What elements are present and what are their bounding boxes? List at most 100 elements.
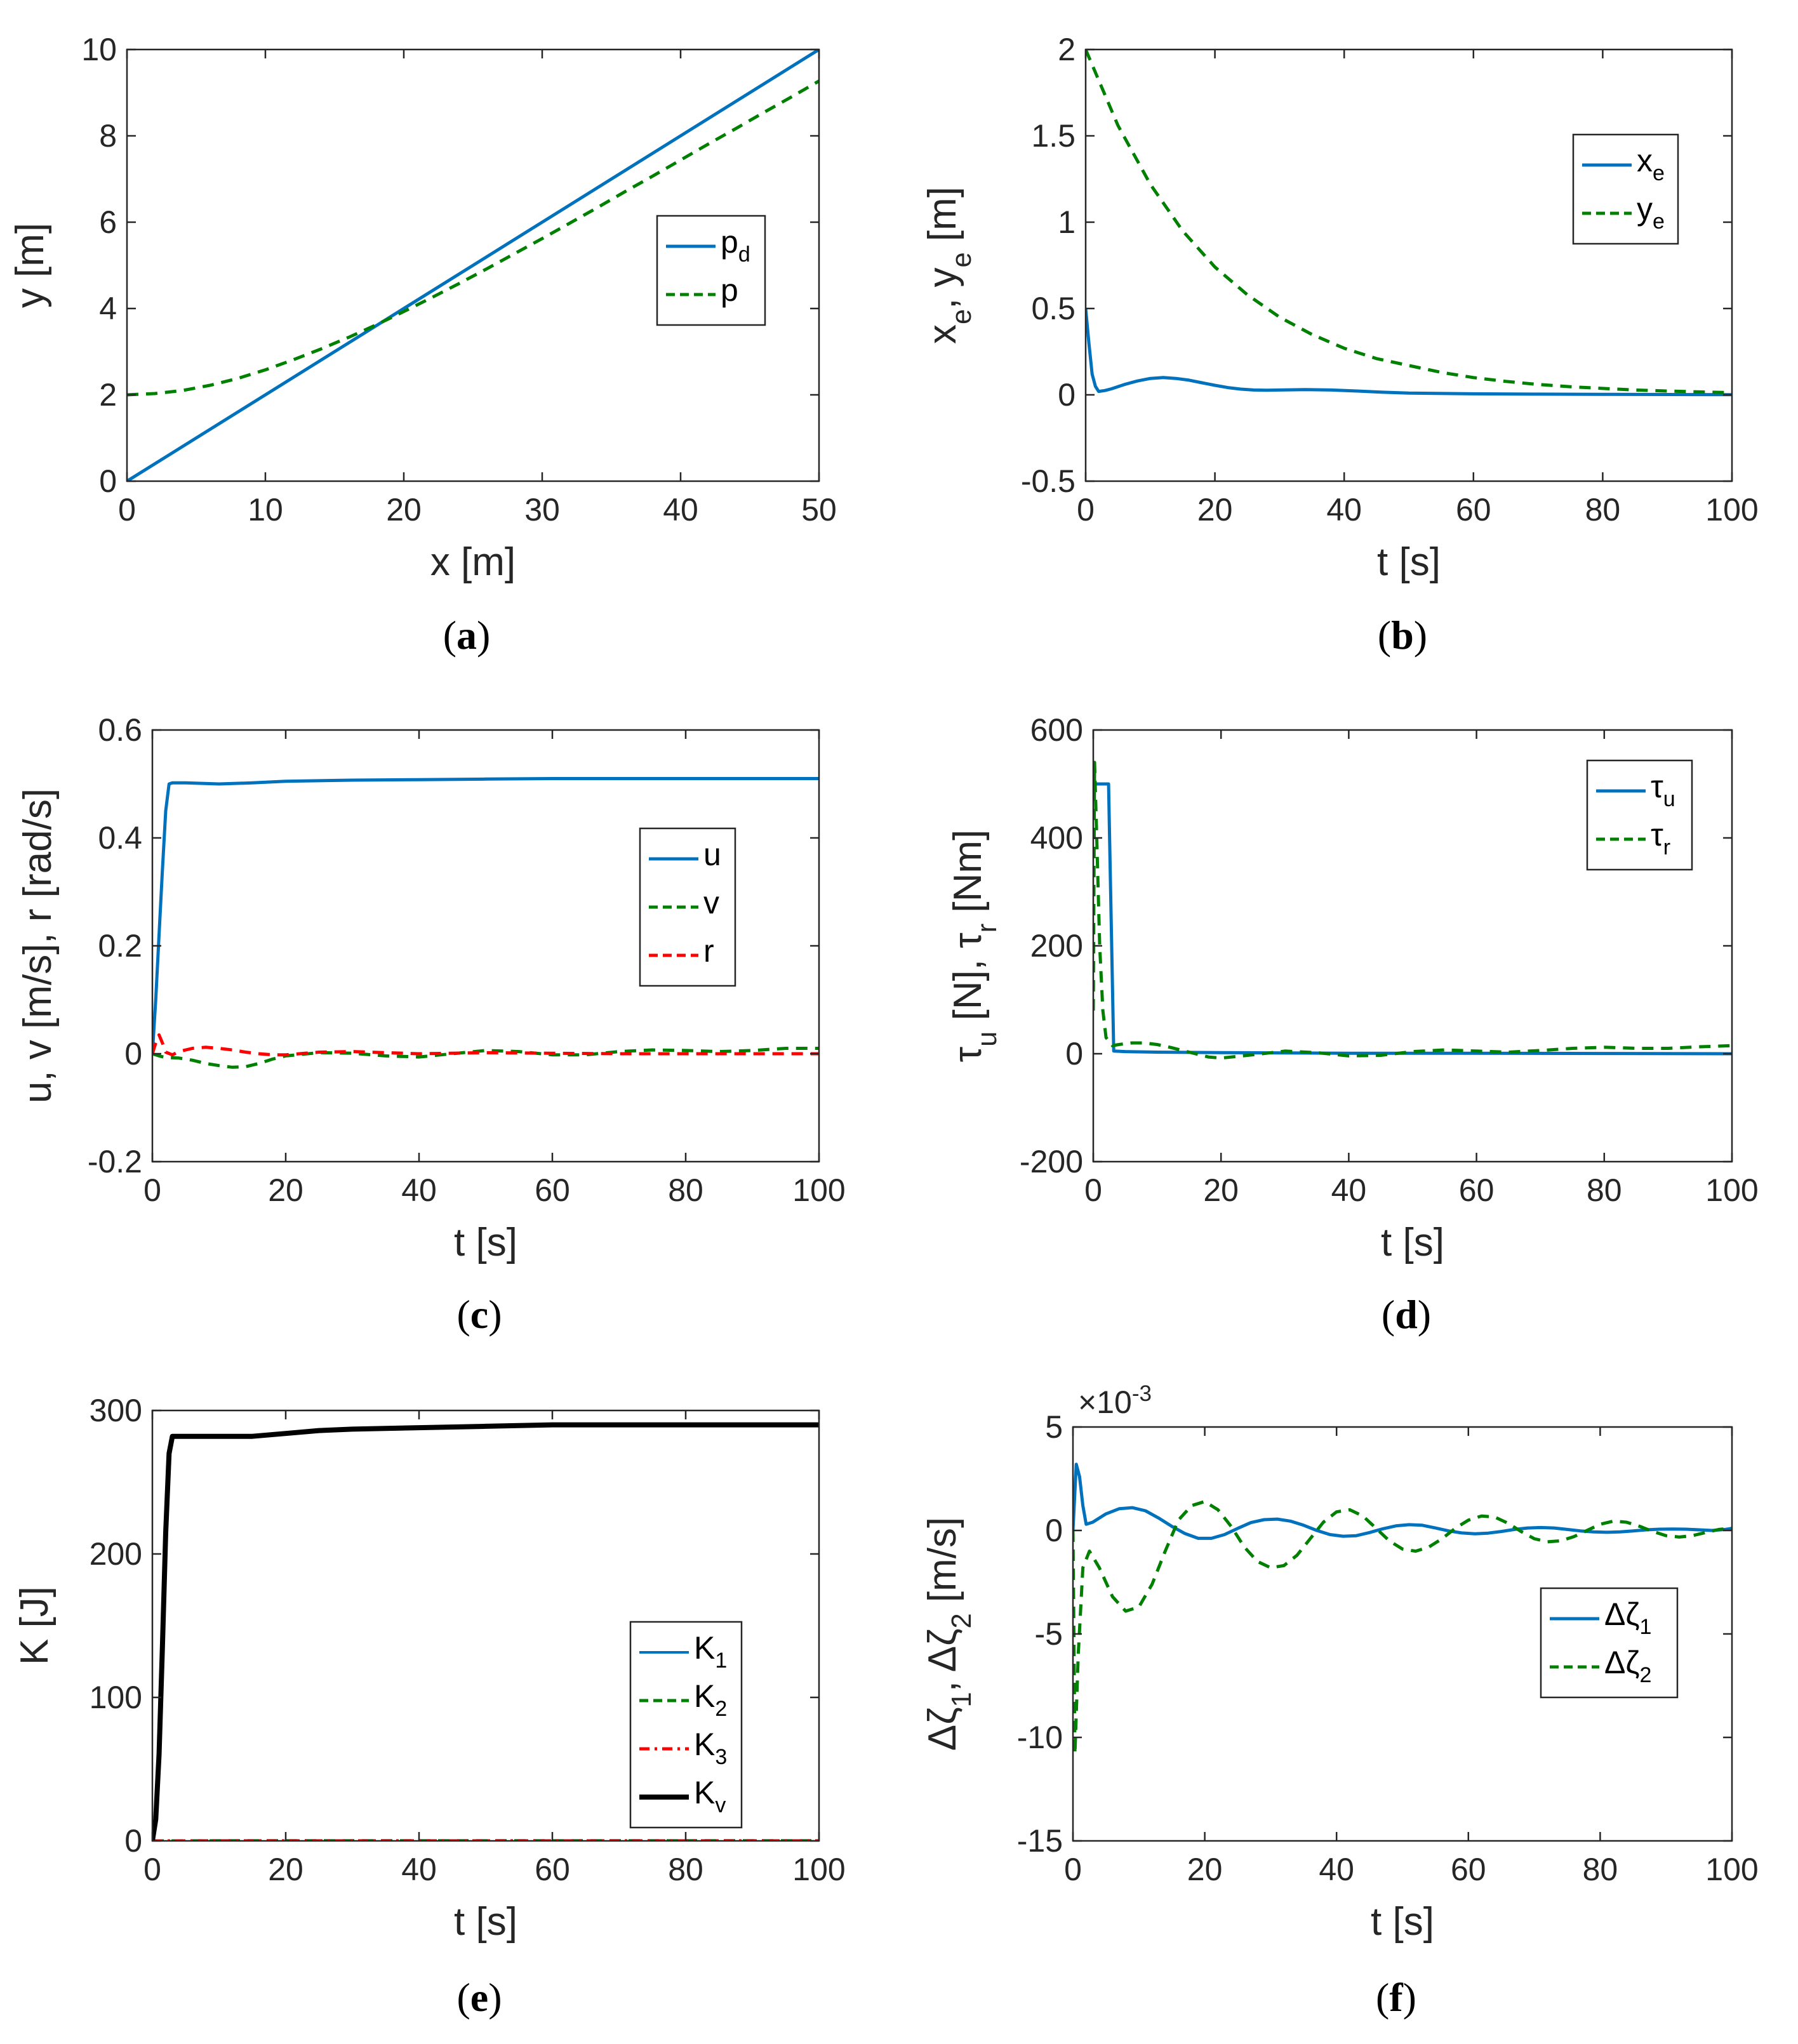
y-tick-label: 0 bbox=[1065, 1036, 1083, 1072]
x-tick-label: 40 bbox=[1319, 1852, 1354, 1887]
y-tick-label: 0.5 bbox=[1031, 291, 1075, 326]
y-tick-label: 600 bbox=[1030, 712, 1083, 748]
x-tick-label: 100 bbox=[1705, 1852, 1758, 1887]
x-tick-label: 30 bbox=[524, 492, 560, 528]
y-tick-label: 1.5 bbox=[1031, 118, 1075, 154]
legend: K1 K2 K3 Kv bbox=[629, 1621, 743, 1829]
x-axis-label: t [s] bbox=[1371, 1900, 1434, 1944]
y-tick-label: -15 bbox=[1017, 1823, 1063, 1859]
y-tick-label: 10 bbox=[81, 32, 117, 67]
legend-entry: v bbox=[703, 885, 719, 920]
series-line-f-2 bbox=[1073, 1499, 1732, 1756]
legend-entry: K3 bbox=[694, 1727, 727, 1769]
y-axis-label: τu [N], τr [Nm] bbox=[946, 830, 1002, 1063]
legend: xe ye bbox=[1572, 133, 1679, 245]
chart-a: 0 10 20 30 40 50 0 2 4 6 8 10 x [m] y [m] pd p (a) bbox=[8, 32, 837, 658]
x-tick-label: 60 bbox=[1451, 1852, 1486, 1887]
y-tick-label: 0 bbox=[99, 463, 117, 499]
legend: uvr bbox=[639, 827, 736, 987]
x-tick-label: 20 bbox=[1187, 1852, 1223, 1887]
y-tick-label: 0 bbox=[1058, 377, 1075, 413]
legend-entry: Δζ2 bbox=[1604, 1645, 1651, 1687]
x-tick-label: 0 bbox=[1077, 492, 1095, 528]
x-tick-label: 60 bbox=[1459, 1172, 1495, 1208]
legend-box bbox=[1540, 1587, 1679, 1699]
x-tick-label: 0 bbox=[143, 1852, 161, 1887]
legend-box bbox=[1572, 133, 1679, 245]
legend-entry: pd bbox=[721, 224, 750, 267]
panel-caption: (f) bbox=[1376, 1975, 1416, 2020]
y-tick-label: 200 bbox=[1030, 928, 1083, 964]
series-line-b-2 bbox=[1086, 50, 1732, 394]
axes-frame bbox=[1084, 48, 1733, 482]
y-tick-label: 0.6 bbox=[98, 712, 142, 748]
series-line-b-1 bbox=[1086, 308, 1732, 397]
y-tick-label: 0.2 bbox=[98, 928, 142, 964]
legend-entry: xe bbox=[1637, 143, 1665, 185]
x-tick-label: 40 bbox=[401, 1172, 437, 1208]
panel-caption: (d) bbox=[1382, 1292, 1431, 1337]
chart-c: 0 20 40 60 80 100-0.200.20.40.6t [s]u, v [m/s… bbox=[16, 712, 846, 1337]
legend-entry: τr bbox=[1651, 817, 1670, 859]
x-axis-label: t [s] bbox=[1377, 540, 1441, 584]
y-tick-label: 200 bbox=[90, 1536, 142, 1572]
y-axis-label: u, v [m/s], r [rad/s] bbox=[16, 788, 60, 1103]
x-tick-label: 20 bbox=[268, 1852, 303, 1887]
x-tick-label: 100 bbox=[1705, 1172, 1758, 1208]
legend-entry: Kv bbox=[694, 1775, 726, 1817]
x-tick-label: 40 bbox=[663, 492, 698, 528]
x-tick-label: 100 bbox=[1705, 492, 1758, 528]
x-tick-label: 100 bbox=[792, 1172, 845, 1208]
series-line-a-1 bbox=[127, 50, 819, 481]
x-tick-label: 40 bbox=[1331, 1172, 1367, 1208]
y-tick-label: 5 bbox=[1045, 1409, 1063, 1445]
x-tick-label: 80 bbox=[668, 1852, 703, 1887]
legend-entry: τu bbox=[1651, 769, 1675, 811]
series-line-c-3 bbox=[152, 1033, 819, 1057]
y-tick-label: 6 bbox=[99, 204, 117, 240]
x-axis-label: x [m] bbox=[430, 540, 516, 584]
panel-caption: (e) bbox=[456, 1975, 502, 2020]
legend: τu τr bbox=[1586, 759, 1693, 871]
x-tick-label: 60 bbox=[535, 1172, 570, 1208]
y-axis-label: K [J] bbox=[13, 1586, 57, 1665]
x-tick-label: 20 bbox=[1197, 492, 1233, 528]
x-axis-label: t [s] bbox=[1381, 1221, 1444, 1264]
legend-entry: ye bbox=[1637, 191, 1665, 234]
panel-caption: (a) bbox=[443, 613, 491, 658]
y-tick-label: 4 bbox=[99, 291, 117, 326]
y-tick-label: 0 bbox=[124, 1823, 142, 1859]
series-line-d-1 bbox=[1093, 782, 1732, 1056]
x-tick-label: 10 bbox=[248, 492, 283, 528]
chart-e: 0 20 40 60 80 100 0 100 200 300 t [s] K [J] K1 K2 K3 Kv… bbox=[13, 1393, 846, 2020]
y-axis-label: xe, ye [m] bbox=[921, 187, 977, 344]
panel-caption: (c) bbox=[456, 1292, 502, 1337]
panel-caption: (b) bbox=[1378, 613, 1427, 658]
chart-f: 0 20 40 60 80 100 -15 -10 -5 0 5 t [s] Δζ1, Δζ2 [m/s… bbox=[921, 1381, 1759, 2021]
axes-frame bbox=[126, 48, 820, 482]
y-tick-label: 2 bbox=[99, 377, 117, 413]
y-tick-label: 100 bbox=[90, 1680, 142, 1715]
y-tick-label: 0 bbox=[124, 1036, 142, 1072]
x-tick-label: 20 bbox=[1203, 1172, 1239, 1208]
y-tick-label: -5 bbox=[1035, 1616, 1063, 1652]
x-tick-label: 40 bbox=[401, 1852, 437, 1887]
series-line-d-2 bbox=[1093, 760, 1732, 1060]
y-tick-label: 1 bbox=[1058, 204, 1075, 240]
x-tick-label: 0 bbox=[1064, 1852, 1082, 1887]
x-axis-label: t [s] bbox=[454, 1900, 517, 1944]
series-line-c-1 bbox=[152, 777, 819, 1054]
x-tick-label: 40 bbox=[1326, 492, 1362, 528]
y-tick-label: 400 bbox=[1030, 820, 1083, 856]
legend-entry: Δζ1 bbox=[1604, 1596, 1651, 1639]
exponent-label: ×10-3 bbox=[1078, 1381, 1152, 1421]
legend-entry: K1 bbox=[694, 1630, 727, 1673]
series-line-a-2 bbox=[127, 79, 819, 397]
y-tick-label: 0.4 bbox=[98, 820, 142, 856]
x-tick-label: 80 bbox=[1585, 492, 1621, 528]
x-tick-label: 100 bbox=[792, 1852, 845, 1887]
y-tick-label: 2 bbox=[1058, 32, 1075, 67]
x-tick-label: 60 bbox=[535, 1852, 570, 1887]
